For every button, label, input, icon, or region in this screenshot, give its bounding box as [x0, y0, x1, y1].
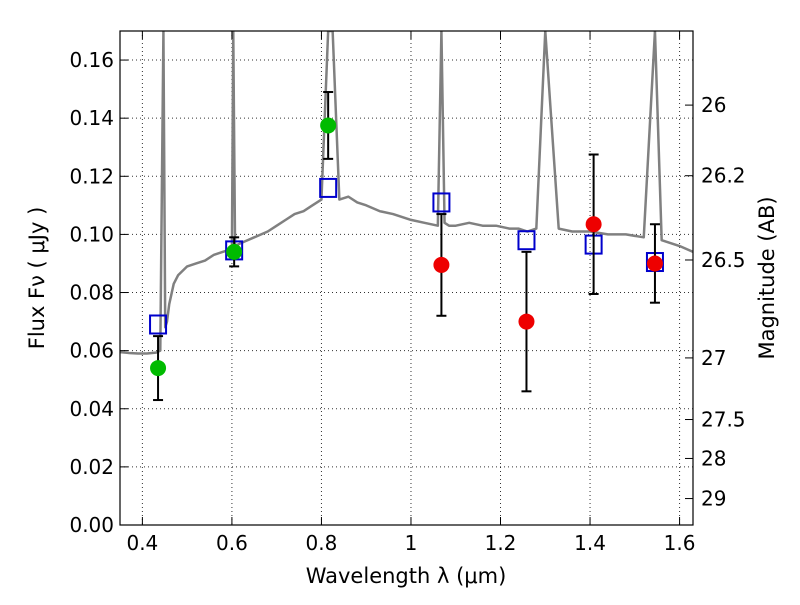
plot-frame: [119, 30, 694, 526]
x-tick-label: 1.6: [664, 531, 696, 555]
tick-layer: 0.4 0.6 0.8 1 1.2 1.4 1.6 0.00 0.02 0.04 0.06 0.08 0…: [69, 31, 746, 555]
y-tick-label: 0.00: [69, 513, 114, 537]
y-tick-label: 0.02: [69, 455, 114, 479]
observed-flux-point: [226, 243, 243, 260]
x-tick-label: 1.4: [574, 531, 606, 555]
grid-layer: [120, 31, 693, 526]
observed-flux-point: [646, 255, 663, 272]
plot-area: [120, 31, 693, 402]
x-tick-label: 1: [405, 531, 418, 555]
y-tick-label: 0.04: [69, 397, 114, 421]
observed-flux-point: [433, 256, 450, 273]
x-tick-label: 0.4: [126, 531, 158, 555]
axes-frame: [119, 30, 694, 526]
y-tick-label: 0.12: [69, 164, 114, 188]
y2-axis-label: Magnitude (AB): [755, 196, 779, 359]
model-flux-square: [432, 192, 451, 213]
x-tick-label: 1.2: [485, 531, 517, 555]
y2-tick-label: 26: [701, 93, 726, 117]
model-flux-square: [319, 177, 338, 198]
model-flux-square: [517, 230, 536, 251]
y-tick-label: 0.14: [69, 106, 114, 130]
x-tick-label: 0.6: [216, 531, 248, 555]
y-tick-label: 0.10: [69, 222, 114, 246]
x-tick-label: 0.8: [306, 531, 338, 555]
y2-tick-label: 27.5: [701, 408, 746, 432]
observed-flux-point: [518, 313, 535, 330]
y-tick-label: 0.06: [69, 339, 114, 363]
model-flux-square: [149, 314, 168, 335]
y2-tick-label: 26.5: [701, 248, 746, 272]
y2-tick-label: 27: [701, 346, 726, 370]
y-tick-label: 0.08: [69, 281, 114, 305]
observed-flux-point: [320, 117, 337, 134]
template-spectrum-line: [120, 31, 693, 355]
y2-tick-label: 26.2: [701, 164, 746, 188]
observed-flux-point: [585, 216, 602, 233]
observed-flux-point: [150, 360, 167, 377]
y-tick-label: 0.16: [69, 48, 114, 72]
x-axis-label: Wavelength λ (μm): [306, 564, 507, 588]
y2-tick-label: 28: [701, 446, 726, 470]
y-axis-label: Flux Fν ( μJy ): [25, 207, 49, 350]
y2-tick-label: 29: [701, 487, 726, 511]
